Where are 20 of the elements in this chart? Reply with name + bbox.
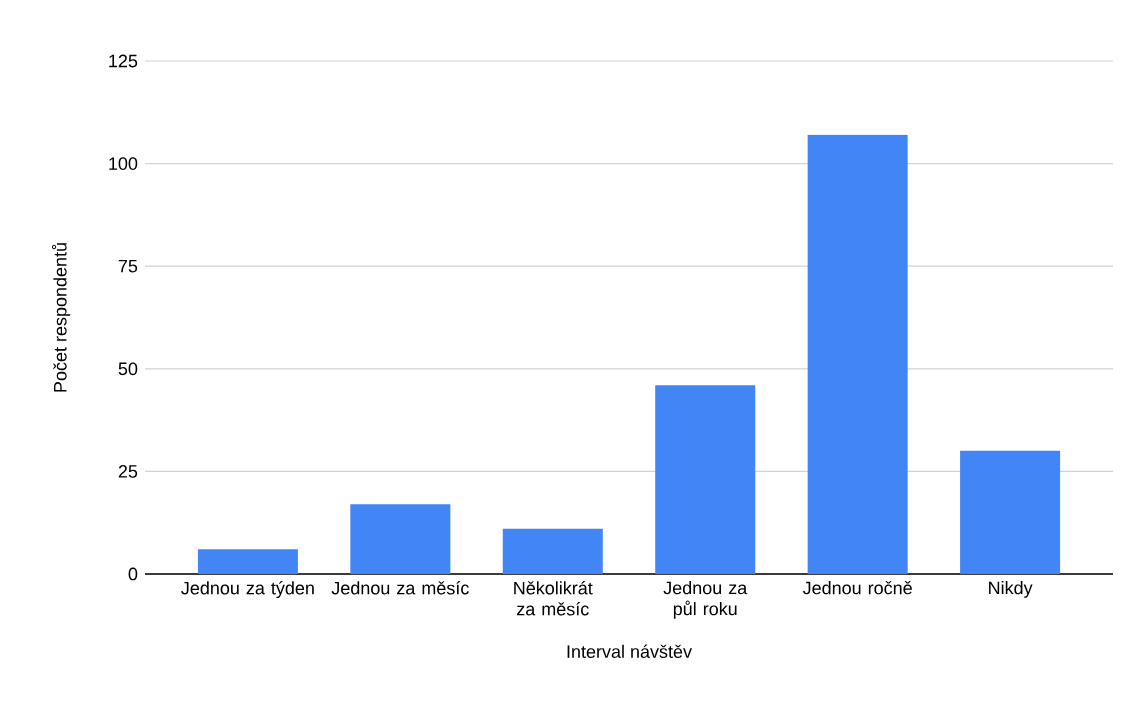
bar [960, 450, 1061, 574]
y-tick-label: 125 [109, 54, 138, 68]
y-tick-label: 25 [118, 465, 138, 478]
x-tick-label: Nikdy [989, 581, 1033, 598]
y-tick-label: 50 [118, 362, 138, 376]
y-tick-label: 100 [109, 157, 138, 170]
bar [197, 549, 298, 574]
bar [807, 134, 908, 574]
bar [655, 385, 756, 574]
y-tick-label: 0 [128, 567, 138, 581]
x-tick-label: Jednou za půl roku [663, 581, 748, 619]
x-tick-label: Několikrát za měsíc [514, 581, 593, 616]
bar [502, 528, 603, 574]
x-tick-label: Jednou za týden [181, 581, 314, 599]
y-axis-title: Počet respondentů [51, 243, 71, 392]
y-tick-label: 75 [118, 259, 138, 273]
x-tick-label: Jednou za měsíc [331, 581, 469, 595]
bar [350, 504, 451, 574]
x-tick-label: Jednou ročně [802, 581, 912, 595]
x-axis-title: Interval návštěv [567, 644, 692, 659]
